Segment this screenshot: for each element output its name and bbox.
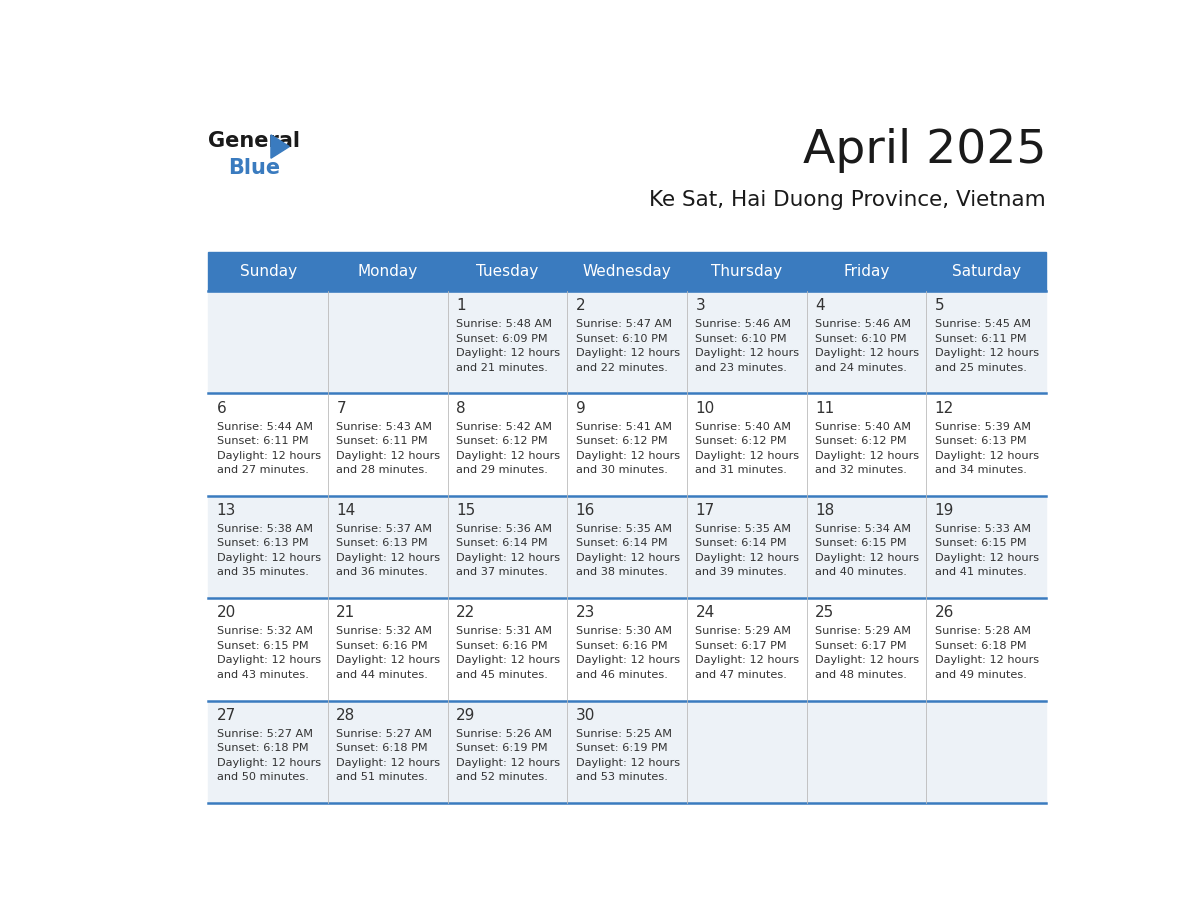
Polygon shape	[271, 135, 290, 158]
Text: 2: 2	[576, 298, 586, 313]
Text: Thursday: Thursday	[712, 263, 783, 279]
Text: Sunrise: 5:25 AM
Sunset: 6:19 PM
Daylight: 12 hours
and 53 minutes.: Sunrise: 5:25 AM Sunset: 6:19 PM Dayligh…	[576, 729, 680, 782]
Text: Sunrise: 5:26 AM
Sunset: 6:19 PM
Daylight: 12 hours
and 52 minutes.: Sunrise: 5:26 AM Sunset: 6:19 PM Dayligh…	[456, 729, 560, 782]
Text: 10: 10	[695, 400, 715, 416]
Text: 30: 30	[576, 708, 595, 722]
Text: Sunrise: 5:46 AM
Sunset: 6:10 PM
Daylight: 12 hours
and 24 minutes.: Sunrise: 5:46 AM Sunset: 6:10 PM Dayligh…	[815, 319, 920, 373]
Bar	[208, 291, 1047, 394]
Text: 25: 25	[815, 605, 834, 621]
Text: 19: 19	[935, 503, 954, 518]
Text: Wednesday: Wednesday	[583, 263, 671, 279]
Text: 3: 3	[695, 298, 706, 313]
Text: Sunrise: 5:40 AM
Sunset: 6:12 PM
Daylight: 12 hours
and 31 minutes.: Sunrise: 5:40 AM Sunset: 6:12 PM Dayligh…	[695, 421, 800, 475]
Text: 23: 23	[576, 605, 595, 621]
Text: 11: 11	[815, 400, 834, 416]
Text: Saturday: Saturday	[952, 263, 1020, 279]
Bar	[208, 496, 1047, 599]
Text: Sunrise: 5:44 AM
Sunset: 6:11 PM
Daylight: 12 hours
and 27 minutes.: Sunrise: 5:44 AM Sunset: 6:11 PM Dayligh…	[216, 421, 321, 475]
Text: 4: 4	[815, 298, 824, 313]
Text: 28: 28	[336, 708, 355, 722]
Text: Sunrise: 5:47 AM
Sunset: 6:10 PM
Daylight: 12 hours
and 22 minutes.: Sunrise: 5:47 AM Sunset: 6:10 PM Dayligh…	[576, 319, 680, 373]
Text: 20: 20	[216, 605, 236, 621]
Text: 18: 18	[815, 503, 834, 518]
Text: 21: 21	[336, 605, 355, 621]
Text: Sunrise: 5:30 AM
Sunset: 6:16 PM
Daylight: 12 hours
and 46 minutes.: Sunrise: 5:30 AM Sunset: 6:16 PM Dayligh…	[576, 626, 680, 679]
Text: General: General	[208, 131, 301, 151]
Text: Sunrise: 5:29 AM
Sunset: 6:17 PM
Daylight: 12 hours
and 48 minutes.: Sunrise: 5:29 AM Sunset: 6:17 PM Dayligh…	[815, 626, 920, 679]
Text: Sunrise: 5:43 AM
Sunset: 6:11 PM
Daylight: 12 hours
and 28 minutes.: Sunrise: 5:43 AM Sunset: 6:11 PM Dayligh…	[336, 421, 441, 475]
Text: 13: 13	[216, 503, 236, 518]
Text: Sunrise: 5:40 AM
Sunset: 6:12 PM
Daylight: 12 hours
and 32 minutes.: Sunrise: 5:40 AM Sunset: 6:12 PM Dayligh…	[815, 421, 920, 475]
Text: 1: 1	[456, 298, 466, 313]
Text: Sunrise: 5:29 AM
Sunset: 6:17 PM
Daylight: 12 hours
and 47 minutes.: Sunrise: 5:29 AM Sunset: 6:17 PM Dayligh…	[695, 626, 800, 679]
Text: 14: 14	[336, 503, 355, 518]
Text: Sunrise: 5:46 AM
Sunset: 6:10 PM
Daylight: 12 hours
and 23 minutes.: Sunrise: 5:46 AM Sunset: 6:10 PM Dayligh…	[695, 319, 800, 373]
Text: 5: 5	[935, 298, 944, 313]
Text: Tuesday: Tuesday	[476, 263, 538, 279]
Text: Sunrise: 5:45 AM
Sunset: 6:11 PM
Daylight: 12 hours
and 25 minutes.: Sunrise: 5:45 AM Sunset: 6:11 PM Dayligh…	[935, 319, 1038, 373]
Text: Friday: Friday	[843, 263, 890, 279]
Text: Sunrise: 5:41 AM
Sunset: 6:12 PM
Daylight: 12 hours
and 30 minutes.: Sunrise: 5:41 AM Sunset: 6:12 PM Dayligh…	[576, 421, 680, 475]
Text: 17: 17	[695, 503, 715, 518]
Text: 26: 26	[935, 605, 954, 621]
Text: 22: 22	[456, 605, 475, 621]
Bar	[208, 394, 1047, 496]
Text: 27: 27	[216, 708, 236, 722]
Text: Sunrise: 5:28 AM
Sunset: 6:18 PM
Daylight: 12 hours
and 49 minutes.: Sunrise: 5:28 AM Sunset: 6:18 PM Dayligh…	[935, 626, 1038, 679]
Text: 9: 9	[576, 400, 586, 416]
Text: Sunrise: 5:33 AM
Sunset: 6:15 PM
Daylight: 12 hours
and 41 minutes.: Sunrise: 5:33 AM Sunset: 6:15 PM Dayligh…	[935, 524, 1038, 577]
Text: Sunrise: 5:48 AM
Sunset: 6:09 PM
Daylight: 12 hours
and 21 minutes.: Sunrise: 5:48 AM Sunset: 6:09 PM Dayligh…	[456, 319, 560, 373]
Text: Sunrise: 5:31 AM
Sunset: 6:16 PM
Daylight: 12 hours
and 45 minutes.: Sunrise: 5:31 AM Sunset: 6:16 PM Dayligh…	[456, 626, 560, 679]
Text: 12: 12	[935, 400, 954, 416]
Text: Blue: Blue	[228, 158, 280, 178]
Text: 15: 15	[456, 503, 475, 518]
Text: Sunrise: 5:32 AM
Sunset: 6:16 PM
Daylight: 12 hours
and 44 minutes.: Sunrise: 5:32 AM Sunset: 6:16 PM Dayligh…	[336, 626, 441, 679]
Text: 16: 16	[576, 503, 595, 518]
Text: 24: 24	[695, 605, 715, 621]
Text: 6: 6	[216, 400, 227, 416]
Text: Sunrise: 5:42 AM
Sunset: 6:12 PM
Daylight: 12 hours
and 29 minutes.: Sunrise: 5:42 AM Sunset: 6:12 PM Dayligh…	[456, 421, 560, 475]
Text: Sunday: Sunday	[240, 263, 297, 279]
Text: Sunrise: 5:36 AM
Sunset: 6:14 PM
Daylight: 12 hours
and 37 minutes.: Sunrise: 5:36 AM Sunset: 6:14 PM Dayligh…	[456, 524, 560, 577]
Bar	[208, 700, 1047, 803]
Text: Sunrise: 5:34 AM
Sunset: 6:15 PM
Daylight: 12 hours
and 40 minutes.: Sunrise: 5:34 AM Sunset: 6:15 PM Dayligh…	[815, 524, 920, 577]
Text: 29: 29	[456, 708, 475, 722]
Text: Sunrise: 5:37 AM
Sunset: 6:13 PM
Daylight: 12 hours
and 36 minutes.: Sunrise: 5:37 AM Sunset: 6:13 PM Dayligh…	[336, 524, 441, 577]
Text: Sunrise: 5:27 AM
Sunset: 6:18 PM
Daylight: 12 hours
and 50 minutes.: Sunrise: 5:27 AM Sunset: 6:18 PM Dayligh…	[216, 729, 321, 782]
Text: Monday: Monday	[358, 263, 418, 279]
Text: Sunrise: 5:35 AM
Sunset: 6:14 PM
Daylight: 12 hours
and 39 minutes.: Sunrise: 5:35 AM Sunset: 6:14 PM Dayligh…	[695, 524, 800, 577]
Text: Sunrise: 5:39 AM
Sunset: 6:13 PM
Daylight: 12 hours
and 34 minutes.: Sunrise: 5:39 AM Sunset: 6:13 PM Dayligh…	[935, 421, 1038, 475]
Text: Sunrise: 5:27 AM
Sunset: 6:18 PM
Daylight: 12 hours
and 51 minutes.: Sunrise: 5:27 AM Sunset: 6:18 PM Dayligh…	[336, 729, 441, 782]
Text: 8: 8	[456, 400, 466, 416]
Bar	[208, 599, 1047, 700]
Text: Sunrise: 5:38 AM
Sunset: 6:13 PM
Daylight: 12 hours
and 35 minutes.: Sunrise: 5:38 AM Sunset: 6:13 PM Dayligh…	[216, 524, 321, 577]
Text: Sunrise: 5:35 AM
Sunset: 6:14 PM
Daylight: 12 hours
and 38 minutes.: Sunrise: 5:35 AM Sunset: 6:14 PM Dayligh…	[576, 524, 680, 577]
Text: 7: 7	[336, 400, 346, 416]
Text: April 2025: April 2025	[803, 128, 1047, 173]
Text: Ke Sat, Hai Duong Province, Vietnam: Ke Sat, Hai Duong Province, Vietnam	[650, 190, 1047, 210]
Text: Sunrise: 5:32 AM
Sunset: 6:15 PM
Daylight: 12 hours
and 43 minutes.: Sunrise: 5:32 AM Sunset: 6:15 PM Dayligh…	[216, 626, 321, 679]
Bar	[208, 252, 1047, 291]
